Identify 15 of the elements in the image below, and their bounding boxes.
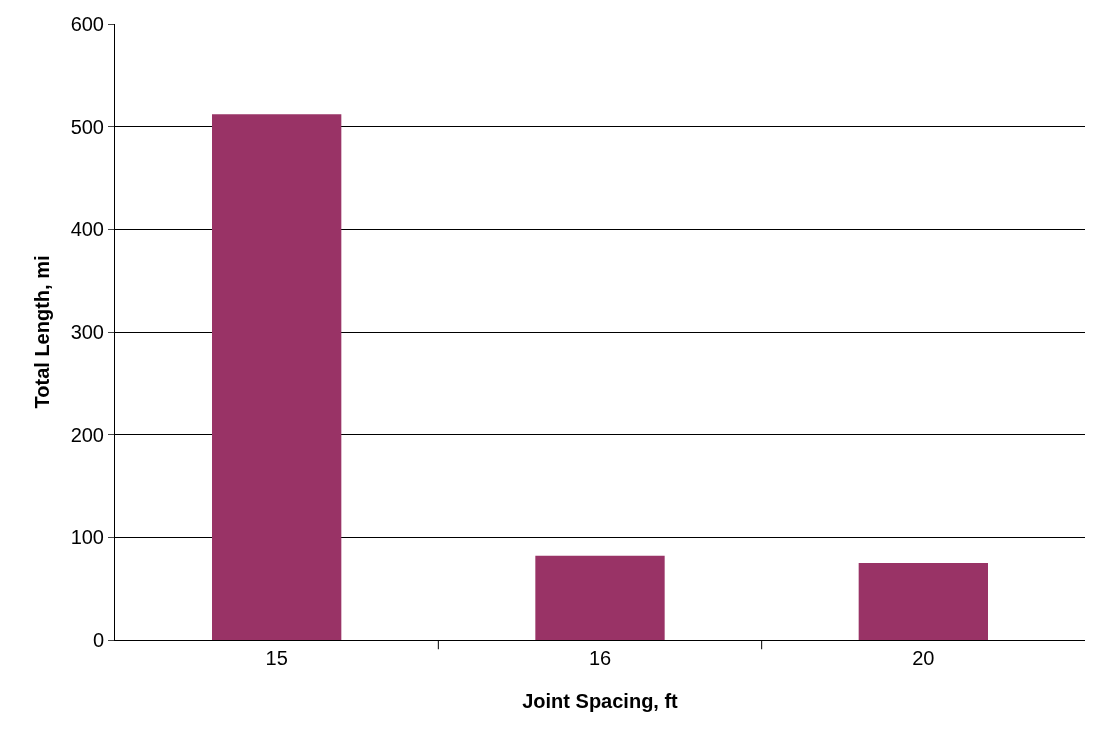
y-tick-label: 0: [92, 629, 104, 651]
x-tick-label: 20: [912, 647, 935, 669]
x-tick-label: 16: [588, 647, 612, 669]
y-tick-label: 100: [70, 526, 104, 549]
x-axis-title: Joint Spacing, ft: [522, 689, 679, 712]
bar: [535, 555, 665, 640]
y-tick-label: 300: [70, 321, 104, 343]
y-tick-label: 200: [70, 423, 104, 446]
x-tick-label: 15: [265, 647, 288, 669]
y-tick-label: 600: [70, 13, 104, 35]
y-axis-title: Total Length, mi: [31, 255, 54, 409]
bar: [212, 114, 342, 640]
y-tick-label: 500: [70, 115, 104, 138]
bar: [858, 563, 988, 640]
y-tick-label: 400: [70, 218, 104, 241]
